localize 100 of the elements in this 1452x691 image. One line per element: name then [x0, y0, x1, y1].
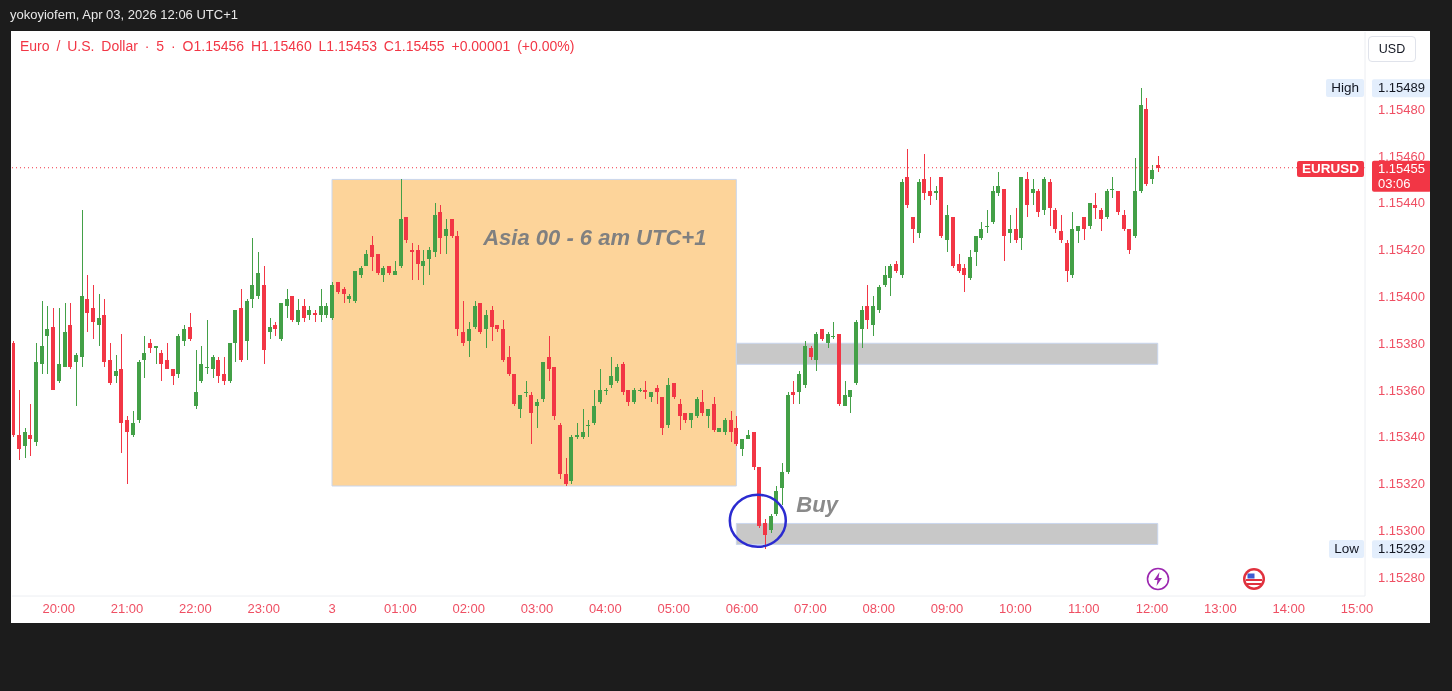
candlestick: [769, 513, 773, 534]
candlestick: [609, 356, 613, 389]
candlestick: [865, 284, 869, 330]
candlestick: [114, 354, 118, 384]
candlestick: [791, 380, 795, 405]
candlestick: [450, 218, 454, 239]
candlestick: [194, 349, 198, 410]
candlestick: [1116, 190, 1120, 216]
candlestick: [911, 216, 915, 244]
candlestick: [250, 237, 254, 309]
candlestick: [268, 317, 272, 340]
y-tick-label: 1.15320: [1378, 476, 1425, 492]
candlestick: [763, 518, 767, 550]
candlestick: [108, 342, 112, 386]
candlestick: [581, 408, 585, 440]
candlestick: [165, 342, 169, 370]
candlestick: [1122, 209, 1126, 232]
y-tick-label: 1.15460: [1378, 148, 1425, 164]
candlestick: [74, 352, 78, 407]
y-tick-label: 1.15489: [1378, 79, 1425, 95]
x-tick-label: 11:00: [1067, 601, 1100, 617]
y-tick-label: 1.15455: [1378, 161, 1425, 177]
x-tick-label: 15:00: [1340, 601, 1374, 617]
annotation: High: [1326, 79, 1364, 98]
x-tick-label: 21:00: [110, 601, 144, 617]
candlestick: [159, 349, 163, 382]
text: 03:06: [1378, 176, 1411, 192]
candlestick: [57, 307, 61, 384]
candlestick: [188, 312, 192, 342]
candlestick: [461, 300, 465, 347]
candlestick: [216, 356, 220, 384]
y-tick-label: 1.15360: [1378, 382, 1425, 398]
x-tick-label: 03:00: [520, 601, 554, 617]
candlestick: [467, 321, 471, 358]
x-tick-label: 23:00: [247, 601, 280, 617]
x-tick-label: 07:00: [794, 601, 827, 617]
candlestick: [1036, 188, 1040, 218]
x-tick-label: 13:00: [1204, 601, 1237, 617]
candlestick: [1093, 192, 1097, 220]
candlestick: [142, 335, 146, 379]
x-tick-label: 10:00: [999, 601, 1032, 617]
candlestick: [985, 209, 989, 234]
candlestick: [370, 235, 374, 272]
candlestick: [97, 293, 101, 347]
candlestick: [85, 274, 89, 333]
band-label: Buy: [796, 492, 840, 518]
candlestick: [968, 249, 972, 281]
candlestick: [285, 288, 289, 319]
candlestick: [222, 356, 226, 386]
y-tick-label: 1.15380: [1378, 335, 1425, 351]
candlestick: [780, 462, 784, 506]
text: yokoyiofem, Apr 03, 2026 12:06 UTC+1: [10, 7, 238, 22]
candlestick: [592, 389, 596, 426]
candlestick: [182, 324, 186, 347]
candlestick: [91, 284, 95, 340]
x-tick-label: 12:00: [1135, 601, 1169, 617]
y-tick-label: 1.15340: [1378, 429, 1425, 445]
candlestick: [17, 389, 21, 461]
candlestick: [256, 251, 260, 300]
candlestick: [1127, 228, 1131, 255]
candlestick: [290, 295, 294, 323]
x-tick-label: 02:00: [452, 601, 485, 617]
candlestick: [199, 345, 203, 384]
candlestick: [40, 300, 44, 375]
y-tick-label: 1.15480: [1378, 101, 1425, 117]
candlestick: [23, 427, 27, 459]
x-tick-label: 06:00: [725, 601, 759, 617]
candlestick: [416, 244, 420, 281]
y-tick-label: 1.15280: [1378, 569, 1425, 585]
candlestick: [877, 284, 881, 314]
y-tick-label: 1.15440: [1378, 195, 1425, 211]
candlestick: [586, 419, 590, 438]
candlestick: [1088, 202, 1092, 230]
x-tick-label: 01:00: [384, 601, 417, 617]
x-tick-label: 09:00: [930, 601, 964, 617]
candlestick: [427, 246, 431, 276]
candlestick: [700, 389, 704, 417]
candlestick: [524, 380, 528, 398]
ref-line-label: EURUSD: [1296, 160, 1364, 177]
y-tick-label: 1.15300: [1378, 523, 1425, 539]
candlestick: [529, 391, 533, 445]
x-tick-label: 22:00: [179, 601, 212, 617]
x-tick-label: 04:00: [589, 601, 622, 617]
candlestick: [860, 305, 864, 349]
y-tick-label: 1.15420: [1378, 242, 1425, 258]
candlestick: [473, 300, 477, 330]
candlestick: [928, 176, 932, 206]
candlestick: [1014, 207, 1018, 244]
candlestick: [507, 345, 511, 377]
candlestick: [404, 216, 408, 244]
candlestick: [1110, 176, 1114, 199]
candlestick: [797, 370, 801, 405]
x-tick-label: 20:00: [42, 601, 75, 617]
y-axis-title: USD: [1368, 36, 1416, 62]
chart-title: Euro / U.S. Dollar · 5 · O1.15456 H1.15460 L1.15453 C1.15455 +0.00001 (+0.00%): [20, 38, 575, 54]
candlestick: [871, 295, 875, 337]
band-label: Asia 00 - 6 am UTC+1: [482, 225, 707, 251]
x-tick-label: 08:00: [862, 601, 895, 617]
candlestick: [376, 253, 380, 276]
candlestick: [598, 368, 602, 405]
